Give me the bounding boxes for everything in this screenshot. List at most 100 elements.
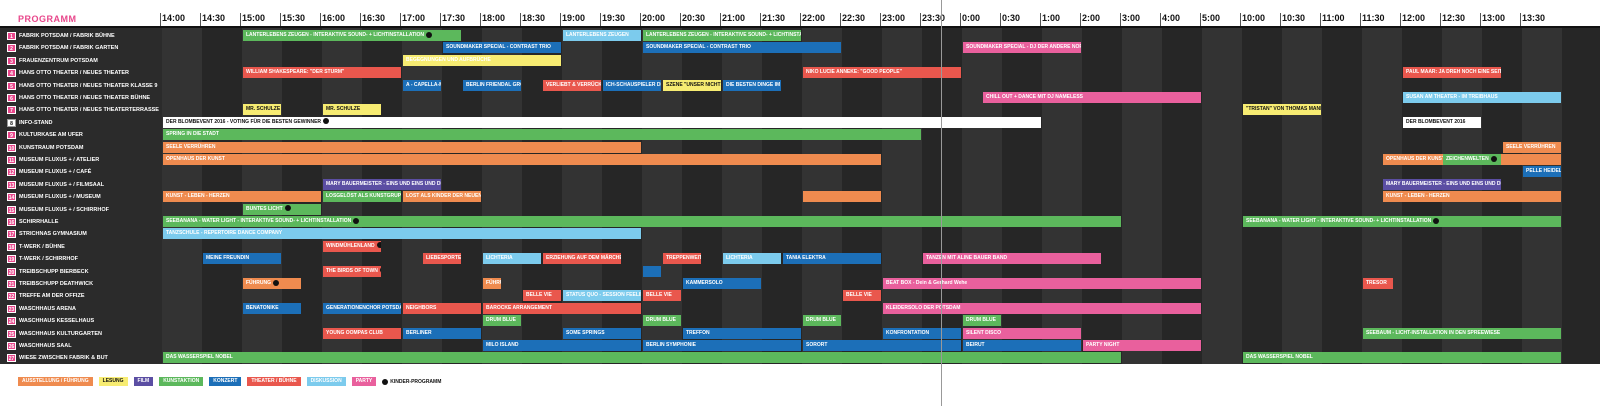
event-block[interactable]: DRUM BLUE: [483, 315, 521, 327]
event-block[interactable]: [643, 265, 661, 277]
event-title: SOUNDMAKER SPECIAL - CONTRAST TRIO: [646, 44, 751, 51]
event-block[interactable]: [803, 191, 881, 203]
event-block[interactable]: ZEICHENWELTEN: [1443, 154, 1501, 165]
event-block[interactable]: SORORT: [803, 340, 961, 351]
event-block[interactable]: PARTY NIGHT: [1083, 340, 1201, 351]
event-block[interactable]: SILENT DISCO: [963, 327, 1081, 339]
event-block[interactable]: BUNTES LICHT: [243, 203, 321, 215]
event-block[interactable]: BELLE VIE: [843, 290, 881, 302]
event-block[interactable]: LIEBESPORTE: [423, 253, 461, 265]
event-block[interactable]: SOUNDMAKER SPECIAL - DJ DER ANDERE NORDE…: [963, 42, 1081, 54]
event-block[interactable]: FÜHRUNG: [483, 278, 501, 289]
event-block[interactable]: SOUNDMAKER SPECIAL - CONTRAST TRIO: [643, 42, 841, 54]
event-block[interactable]: NIKO LUCIE ANNEKE: "GOOD PEOPLE": [803, 67, 961, 79]
venue-name: MUSEUM FLUXUS + / ATELIER: [19, 157, 100, 163]
row-number-badge: 26: [7, 342, 16, 350]
event-block[interactable]: SOME SPRINGS: [563, 327, 641, 339]
event-block[interactable]: MARY BAUERMEISTER - EINS UND EINS UND DR…: [323, 178, 441, 190]
time-tick: [600, 13, 601, 26]
event-block[interactable]: BENATONIKE: [243, 302, 301, 314]
time-tick: [1280, 13, 1281, 26]
event-block[interactable]: SUSAN AM THEATER - IM TREIBHAUS: [1403, 92, 1561, 103]
event-block[interactable]: A - CAPELLA-MUSIK: [403, 79, 441, 91]
event-block[interactable]: SEEBANANA - WATER LIGHT - INTERAKTIVE SO…: [163, 216, 1121, 227]
event-block[interactable]: WINDMÜHLENLAND: [323, 240, 381, 252]
event-block[interactable]: DER BLOMBEVENT 2016: [1403, 116, 1481, 128]
event-block[interactable]: BERLINER: [403, 327, 481, 339]
row-number-badge: 24: [7, 317, 16, 326]
event-block[interactable]: DRUM BLUE: [963, 315, 1001, 327]
event-block[interactable]: STATUS QUO - SESSION FEELING: [563, 290, 641, 302]
venue-row-label: 17 STRICHNAS GYMNASIUM: [0, 228, 162, 241]
event-block[interactable]: TANZEN MIT ALINE BAUER BAND: [923, 253, 1101, 265]
event-block[interactable]: DAS WASSERSPIEL NOBEL: [1243, 352, 1561, 364]
event-block[interactable]: SPRING IN DIE STADT: [163, 129, 921, 141]
event-block[interactable]: BAROCKE ARRANGEMENT: [483, 302, 641, 314]
legend-item: AUSSTELLUNG / FÜHRUNG: [18, 377, 93, 386]
event-title: BELLE VIE: [846, 292, 872, 299]
event-block[interactable]: TRESOR: [1363, 278, 1393, 289]
event-block[interactable]: BELLE VIE: [523, 290, 561, 302]
event-block[interactable]: MR. SCHULZE: [323, 104, 381, 116]
event-block[interactable]: LANTERLEBENS ZEUGEN - INTERAKTIVE SOUND-…: [243, 30, 461, 41]
event-block[interactable]: LOST ALS KINDER DER NEUEN: [403, 191, 481, 203]
event-block[interactable]: SEELE VERRÜHREN: [163, 141, 641, 153]
event-block[interactable]: DIE BESTEN DINGE IM LEBEN: [723, 79, 781, 91]
event-block[interactable]: ICH-SCHAUSPIELER DIGGER DISCO: [603, 79, 661, 91]
event-block[interactable]: TANIA ELEKTRA: [783, 253, 881, 265]
event-block[interactable]: "TRISTAN" VON THOMAS MANN: [1243, 104, 1321, 116]
event-block[interactable]: PAUL MAAR: JA DREH NOCH EINE SEITE: [1403, 67, 1501, 79]
event-block[interactable]: BERLIN FRIENDAL GROUP: [463, 79, 521, 91]
event-title: CHILL OUT + DANCE MIT DJ NAMELESS: [986, 94, 1083, 100]
event-block[interactable]: WILLIAM SHAKESPEARE: "DER STURM": [243, 67, 401, 79]
event-block[interactable]: LICHTERIA: [723, 253, 781, 265]
event-block[interactable]: FÜHRUNG: [243, 278, 301, 289]
event-block[interactable]: PELLE HEIDEL AM KLAVIER: [1523, 166, 1561, 178]
event-block[interactable]: KUNST - LEBEN - HERZEN: [1383, 191, 1561, 203]
event-title: SEELE VERRÜHREN: [1506, 143, 1556, 150]
event-block[interactable]: SEEBANANA - WATER LIGHT - INTERAKTIVE SO…: [1243, 216, 1561, 227]
event-block[interactable]: MEINE FREUNDIN: [203, 253, 281, 265]
event-block[interactable]: LICHTERIA: [483, 253, 541, 265]
event-title: WINDMÜHLENLAND: [326, 242, 375, 249]
event-block[interactable]: THE BIRDS OF TOWN: [323, 265, 381, 277]
event-block[interactable]: MR. SCHULZE: [243, 104, 281, 116]
event-block[interactable]: YOUNG OOMPAS CLUB: [323, 327, 401, 339]
event-block[interactable]: SEELE VERRÜHREN: [1503, 141, 1561, 153]
event-block[interactable]: MARY BAUERMEISTER - EINS UND EINS UND DR…: [1383, 178, 1501, 190]
event-block[interactable]: KUNST - LEBEN - HERZEN: [163, 191, 321, 203]
event-block[interactable]: LANTERLEBENS ZEUGEN: [563, 30, 641, 41]
event-block[interactable]: SOUNDMAKER SPECIAL - CONTRAST TRIO: [443, 42, 561, 54]
event-block[interactable]: LANTERLEBENS ZEUGEN - INTERAKTIVE SOUND-…: [643, 30, 801, 41]
event-block[interactable]: DRUM BLUE: [803, 315, 841, 327]
event-block[interactable]: OPENHAUS DER KUNST: [163, 154, 881, 165]
event-block[interactable]: CHILL OUT + DANCE MIT DJ NAMELESS: [983, 92, 1201, 103]
event-block[interactable]: TREPPENWEITE: [663, 253, 701, 265]
event-block[interactable]: BEIRUT: [963, 340, 1081, 351]
event-block[interactable]: BEAT BOX - Dein & Gerhard Wehe: [883, 278, 1201, 289]
event-block[interactable]: DER BLOMBEVENT 2016 - VOTING FÜR DIE BES…: [163, 116, 1041, 128]
event-block[interactable]: DRUM BLUE: [643, 315, 681, 327]
event-block[interactable]: GENERATIONENCHOR POTSDAM: [323, 302, 401, 314]
event-block[interactable]: BELLE VIE: [643, 290, 681, 302]
time-tick: [1160, 13, 1161, 26]
time-label: 20:00: [642, 13, 666, 23]
event-block[interactable]: MILO ISLAND: [483, 340, 641, 351]
event-block[interactable]: LOSGELÖST ALS KUNSTGRUPPE: [323, 191, 401, 203]
event-block[interactable]: VERLIEBT & VERRÜCKT: [543, 79, 601, 91]
event-block[interactable]: KONFRONTATION: [883, 327, 961, 339]
event-block[interactable]: SZENE "UNSER NICHTSMAS": [663, 79, 721, 91]
event-block[interactable]: ERZIEHUNG AUF DEM MÄRCHEN: [543, 253, 621, 265]
event-block[interactable]: KLEIDERSOLO DER POTSDAM: [883, 302, 1201, 314]
venue-name: WASCHHAUS SAAL: [19, 343, 72, 349]
event-block[interactable]: TANZSCHULE - REPERTOIRE DANCE COMPANY: [163, 228, 641, 240]
event-block[interactable]: BEGEGNUNGEN UND AUFBRÜCHE: [403, 54, 561, 66]
event-block[interactable]: SEEBAUM - LICHT-INSTALLATION IN DEN SPRE…: [1363, 327, 1561, 339]
event-block[interactable]: KAMMERSOLO: [683, 278, 761, 289]
event-block[interactable]: BERLIN SYMPHONIE: [643, 340, 801, 351]
grid-column: [762, 28, 802, 364]
event-block[interactable]: DAS WASSERSPIEL NOBEL: [163, 352, 1121, 364]
row-number-badge: 10: [7, 143, 16, 152]
event-block[interactable]: TREFFON: [683, 327, 801, 339]
event-block[interactable]: NEIGHBORS: [403, 302, 481, 314]
